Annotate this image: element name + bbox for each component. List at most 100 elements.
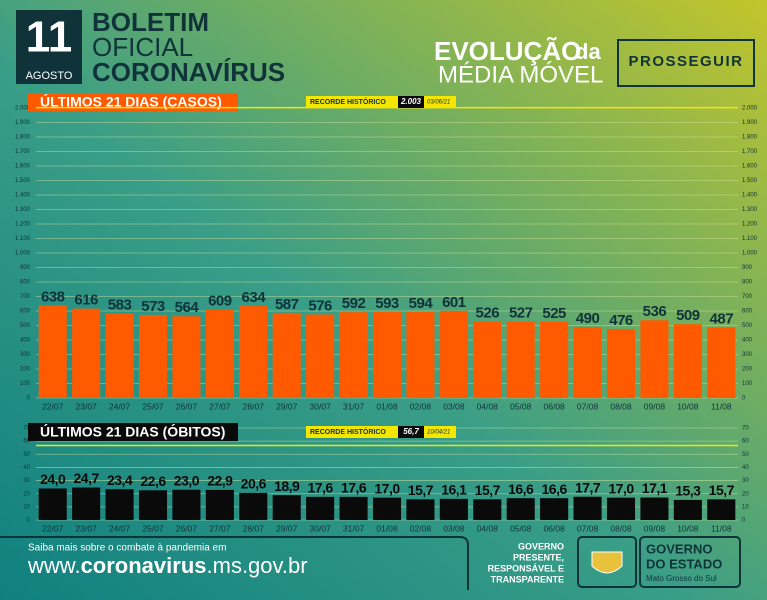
- value-label: 23,4: [107, 472, 133, 488]
- y-tick-label: 300: [20, 352, 31, 358]
- record-label: RECORDE HISTÓRICO: [310, 97, 386, 106]
- value-label: 18,9: [274, 478, 300, 494]
- bar: [105, 489, 134, 520]
- day-box: [16, 10, 82, 66]
- value-label: 592: [342, 295, 366, 312]
- chart-title-box: [28, 93, 238, 111]
- record-label: RECORDE HISTÓRICO: [310, 427, 386, 436]
- value-label: 616: [74, 292, 98, 309]
- y-tick-label: 0: [27, 518, 31, 524]
- x-tick-label: 06/08: [544, 523, 566, 533]
- y-tick-label: 1.100: [15, 236, 31, 242]
- y-tick-label-right: 500: [742, 323, 753, 329]
- y-tick-label: 200: [20, 367, 31, 373]
- bar: [573, 326, 602, 398]
- y-tick-label: 1.900: [15, 120, 31, 126]
- record-value: 56,7: [403, 427, 419, 436]
- x-tick-label: 07/08: [577, 401, 599, 411]
- record-date: 03/06/21: [427, 100, 450, 106]
- x-tick-label: 03/08: [443, 401, 465, 411]
- value-label: 15,7: [475, 482, 501, 498]
- y-tick-label: 20: [23, 491, 30, 497]
- y-tick-label: 50: [23, 452, 30, 458]
- y-tick-label-right: 1.700: [742, 149, 758, 155]
- value-label: 15,7: [408, 482, 434, 498]
- x-tick-label: 05/08: [510, 401, 532, 411]
- y-tick-label: 70: [23, 426, 30, 432]
- url-bold: coronavirus: [81, 553, 207, 578]
- y-tick-label-right: 10: [742, 504, 749, 510]
- y-tick-label: 100: [20, 381, 31, 387]
- value-label: 24,7: [74, 470, 100, 486]
- bar: [172, 489, 201, 520]
- x-tick-label: 11/08: [711, 523, 732, 533]
- y-tick-label-right: 1.300: [742, 207, 758, 213]
- bar: [640, 320, 669, 398]
- bar: [673, 499, 702, 520]
- y-tick-label-right: 1.800: [742, 135, 758, 141]
- bar: [506, 321, 535, 398]
- value-label: 24,0: [40, 471, 66, 487]
- x-tick-label: 02/08: [410, 401, 432, 411]
- x-tick-label: 11/08: [711, 401, 732, 411]
- record-date: 10/04/21: [427, 430, 450, 436]
- value-label: 536: [643, 303, 667, 320]
- x-tick-label: 04/08: [477, 401, 499, 411]
- bar: [138, 490, 168, 520]
- value-label: 17,6: [308, 480, 334, 496]
- evolution-da: da: [575, 39, 601, 64]
- bar: [506, 498, 535, 520]
- y-tick-label-right: 600: [742, 309, 753, 315]
- y-tick-label: 30: [23, 478, 30, 484]
- bar: [38, 488, 67, 520]
- bar: [38, 305, 67, 398]
- y-tick-label: 1.800: [15, 135, 31, 141]
- value-label: 17,7: [575, 479, 601, 495]
- y-tick-label-right: 400: [742, 338, 753, 344]
- y-tick-label-right: 1.200: [742, 222, 758, 228]
- slogan: RESPONSÁVEL E: [488, 563, 564, 573]
- value-label: 564: [175, 299, 200, 316]
- value-label: 576: [308, 297, 332, 314]
- evolution-subtitle: MÉDIA MÓVEL: [438, 61, 603, 88]
- y-tick-label-right: 1.900: [742, 120, 758, 126]
- x-tick-label: 31/07: [343, 401, 365, 411]
- bar: [172, 316, 201, 398]
- value-label: 476: [609, 312, 633, 329]
- record-value: 2.003: [400, 97, 422, 106]
- bar: [239, 492, 268, 520]
- gov-state: Mato Grosso do Sul: [646, 574, 717, 583]
- slogan: PRESENTE,: [513, 552, 564, 562]
- bar: [606, 497, 636, 520]
- day: 11: [26, 13, 73, 62]
- x-tick-label: 08/08: [610, 523, 632, 533]
- y-tick-label: 10: [23, 504, 30, 510]
- y-tick-label-right: 1.100: [742, 236, 758, 242]
- value-label: 16,6: [508, 481, 534, 497]
- x-tick-label: 07/08: [577, 523, 599, 533]
- value-label: 526: [476, 305, 500, 322]
- emblem-frame: [577, 536, 637, 588]
- value-label: 594: [409, 295, 434, 312]
- value-label: 593: [375, 295, 399, 312]
- chart-title: ÚLTIMOS 21 DIAS (ÓBITOS): [40, 423, 225, 440]
- value-label: 490: [576, 310, 600, 327]
- y-tick-label: 1.600: [15, 164, 31, 170]
- x-tick-label: 02/08: [410, 523, 432, 533]
- value-label: 487: [710, 310, 734, 327]
- y-tick-label: 900: [20, 265, 31, 271]
- y-tick-label: 600: [20, 309, 31, 315]
- bar: [439, 498, 468, 520]
- value-label: 573: [141, 298, 165, 315]
- y-tick-label: 2.000: [15, 106, 31, 112]
- bar: [72, 308, 101, 398]
- y-tick-label-right: 800: [742, 280, 753, 286]
- value-label: 17,6: [341, 480, 367, 496]
- x-tick-label: 26/07: [176, 523, 198, 533]
- x-tick-label: 29/07: [276, 523, 298, 533]
- bar: [439, 310, 468, 398]
- title-line2: OFICIAL: [92, 32, 193, 62]
- bar: [72, 487, 101, 520]
- record-value-box: [398, 96, 424, 108]
- bar: [239, 306, 268, 398]
